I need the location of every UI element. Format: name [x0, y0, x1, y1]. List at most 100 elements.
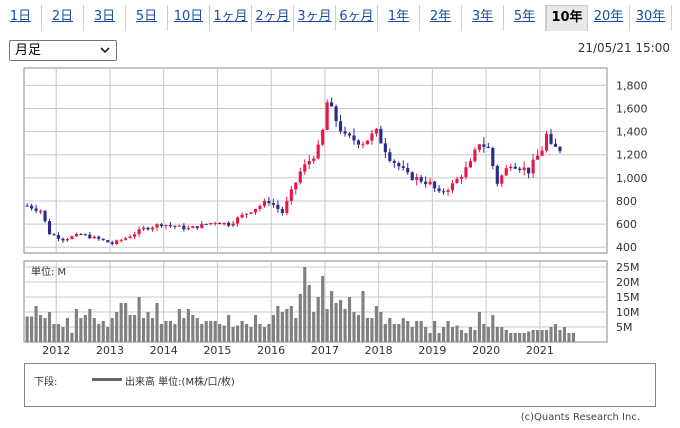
volume-bar	[155, 303, 159, 342]
candle-body	[79, 233, 83, 235]
candle-body	[406, 168, 410, 173]
candle-body	[450, 183, 455, 191]
volume-bar	[222, 325, 226, 342]
price-tick-label: 800	[616, 195, 637, 208]
candle-body	[339, 121, 343, 132]
candle-body	[97, 236, 101, 239]
candle-body	[446, 190, 450, 192]
candle-body	[424, 181, 428, 185]
candle-body	[56, 235, 61, 239]
candle-body	[124, 238, 128, 240]
candle-body	[294, 182, 298, 190]
volume-bar	[513, 333, 517, 342]
volume-tick-label: 15M	[616, 291, 640, 304]
candle-body	[441, 191, 446, 193]
tab-20年[interactable]: 20年	[588, 5, 630, 31]
candle-body	[106, 240, 110, 243]
price-tick-label: 400	[616, 241, 637, 254]
tab-2日[interactable]: 2日	[42, 5, 84, 31]
volume-bar	[500, 327, 504, 342]
volume-bar	[307, 285, 311, 342]
volume-bar	[571, 333, 575, 342]
tab-1ヶ月[interactable]: 1ヶ月	[210, 5, 252, 31]
volume-bar	[303, 267, 307, 342]
tab-6ヶ月[interactable]: 6ヶ月	[336, 5, 378, 31]
legend-section-label: 下段:	[34, 377, 58, 388]
candle-body	[325, 102, 329, 130]
legend-box: 下段: 出来高 単位:(M株/口/枚)	[24, 363, 656, 407]
candle-body	[253, 208, 258, 213]
tab-2ヶ月[interactable]: 2ヶ月	[252, 5, 294, 31]
candle-body	[330, 102, 334, 107]
candle-body	[459, 176, 464, 179]
year-tick-label: 2014	[150, 344, 178, 357]
volume-bar	[536, 330, 540, 342]
candle-body	[289, 189, 293, 201]
volume-bar	[316, 297, 320, 342]
tab-3年[interactable]: 3年	[462, 5, 504, 31]
price-tick-label: 1,400	[616, 126, 648, 139]
tab-3ヶ月[interactable]: 3ヶ月	[294, 5, 336, 31]
tab-5年[interactable]: 5年	[504, 5, 546, 31]
candle-body	[540, 150, 544, 156]
candle-body	[365, 140, 370, 145]
volume-bar	[65, 318, 70, 342]
volume-bar	[562, 327, 567, 342]
candle-body	[218, 222, 222, 225]
volume-bar	[119, 303, 123, 342]
candle-body	[553, 143, 558, 147]
volume-bar	[258, 324, 262, 342]
tab-10年[interactable]: 10年	[546, 5, 588, 31]
volume-bar	[383, 324, 387, 342]
candle-period-select[interactable]: 月足	[9, 40, 117, 61]
volume-bar	[83, 315, 87, 342]
volume-bar	[361, 291, 365, 342]
volume-bar	[343, 309, 347, 342]
candle-body	[119, 239, 123, 241]
candle-body	[343, 131, 347, 134]
tab-2年[interactable]: 2年	[420, 5, 462, 31]
volume-bar	[47, 312, 52, 342]
tab-30年[interactable]: 30年	[630, 5, 672, 31]
candle-body	[356, 140, 361, 145]
tab-1日[interactable]: 1日	[0, 5, 42, 31]
volume-bar	[424, 327, 428, 342]
tab-3日[interactable]: 3日	[84, 5, 126, 31]
volume-bar	[30, 316, 34, 342]
volume-bar	[97, 324, 101, 342]
tab-10日[interactable]: 10日	[168, 5, 210, 31]
year-tick-label: 2015	[203, 344, 231, 357]
candle-body	[482, 144, 486, 147]
volume-bar	[504, 330, 508, 342]
tab-5日[interactable]: 5日	[126, 5, 168, 31]
candle-body	[347, 133, 352, 136]
candle-body	[128, 236, 132, 239]
volume-bar	[441, 327, 446, 342]
volume-bar	[379, 312, 383, 342]
candle-body	[133, 234, 137, 237]
candle-body	[280, 208, 284, 213]
candle-body	[285, 200, 289, 213]
volume-bar	[468, 327, 472, 342]
candle-body	[227, 222, 231, 226]
price-panel-frame	[23, 67, 608, 254]
volume-bar	[43, 318, 47, 342]
volume-bar	[437, 333, 441, 342]
candle-body	[159, 224, 164, 227]
volume-bar	[285, 309, 289, 342]
volume-bar	[271, 315, 275, 342]
candle-body	[213, 222, 217, 224]
candle-body	[236, 217, 240, 224]
candle-body	[39, 210, 43, 212]
volume-bar	[419, 321, 423, 342]
volume-bar	[325, 309, 329, 342]
volume-bar	[182, 318, 186, 342]
volume-bar	[540, 330, 544, 342]
volume-bar	[34, 306, 38, 342]
volume-bar	[433, 321, 437, 342]
candle-body	[276, 204, 280, 209]
volume-bar	[133, 315, 137, 342]
tab-1年[interactable]: 1年	[378, 5, 420, 31]
year-tick-label: 2017	[311, 344, 339, 357]
volume-bar	[124, 303, 128, 342]
